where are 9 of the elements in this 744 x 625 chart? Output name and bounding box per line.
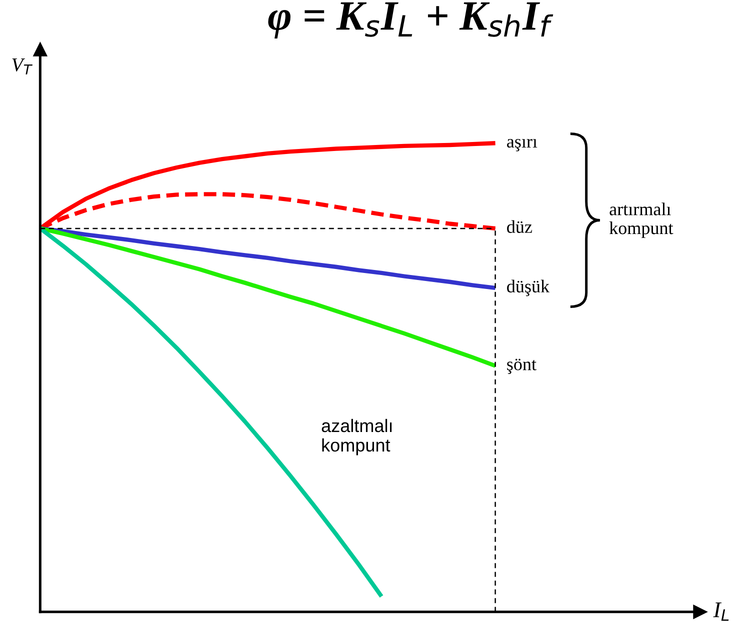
series-label: düz (507, 220, 532, 233)
series-label: şönt (507, 358, 536, 374)
annotation: artırmalı kompunt (609, 202, 674, 238)
chart-title: φ = K$_{s}$I$_{L}$ + K$_{sh}$I$_{f}$ (268, 2, 554, 39)
x-axis-title: I$_{L}$ (713, 602, 729, 621)
text: azaltmalı kompunt (322, 418, 392, 456)
series-label: aşırı (507, 138, 538, 152)
series-label: düşük (507, 280, 550, 296)
y-axis-title: V$_{T}$ (12, 58, 33, 74)
